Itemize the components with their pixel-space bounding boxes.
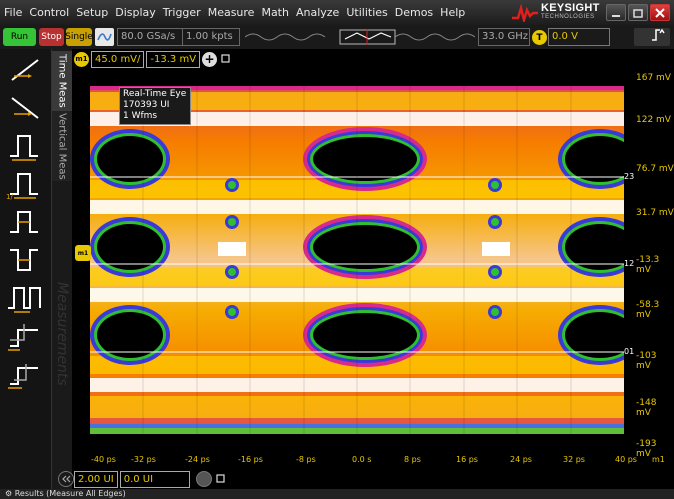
positive-width-icon[interactable] [4,206,48,238]
delay-icon[interactable] [4,320,48,352]
sample-rate-field[interactable]: 80.0 GSa/s [117,28,201,46]
tab-measurements[interactable]: Measurements [54,282,70,386]
menu-setup[interactable]: Setup [76,6,109,19]
brand-name: KEYSIGHT [541,2,600,14]
info-ui-count: 170393 UI [123,100,170,110]
stop-button[interactable]: Stop [39,28,64,46]
duty-cycle-icon[interactable] [4,282,48,314]
toolbar: Run Stop Single 80.0 GSa/s 1.00 kpts 33.… [0,25,674,49]
menu-file[interactable]: File [4,6,23,19]
double-chevron-left-icon [62,475,71,483]
autoscale-button[interactable] [95,28,114,46]
brand-sub: TECHNOLOGIES [541,14,595,20]
restore-icon [633,8,643,18]
timebase-position-field[interactable]: 0.0 UI [119,470,190,488]
trigger-waveform-icon[interactable] [245,29,475,45]
x-tick-label: 24 ps [510,455,532,464]
eye-diagram [90,72,624,450]
x-tick-label: -32 ps [131,455,156,464]
info-mode: Real-Time Eye [123,89,187,99]
svg-text:1/: 1/ [6,193,13,200]
run-button[interactable]: Run [3,28,36,46]
y-tick-label: -148 mV [636,398,657,418]
tab-vertical-meas[interactable]: Vertical Meas [52,111,72,181]
menu-control[interactable]: Control [29,6,70,19]
y-tick-label: -193 mV [636,439,657,459]
level-tag-23: 23 [624,172,635,181]
single-button[interactable]: Single [65,28,93,46]
volts-per-div-field[interactable]: 45.0 mV/ [91,50,145,68]
measurement-icon-panel: 1/ [0,49,52,491]
autoscale-icon [97,33,112,41]
results-bar[interactable]: ⚙ Results (Measure All Edges) [0,489,674,499]
keysight-wave-icon [512,4,538,22]
level-tag-01: 01 [624,347,635,356]
x-tick-label: -16 ps [238,455,263,464]
menu-demos[interactable]: Demos [394,6,434,19]
timebase-scale-field[interactable]: 2.00 UI [74,470,118,488]
trigger-level-field[interactable]: 0.0 V [548,28,610,46]
y-tick-label: 31.7 mV [636,208,674,218]
record-length-field[interactable]: 1.00 kpts [182,28,240,46]
x-tick-label: 8 ps [404,455,421,464]
info-wfm-count: 1 Wfms [123,111,158,121]
frequency-icon[interactable]: 1/ [4,168,48,200]
x-tick-label: 40 ps [615,455,637,464]
minimize-button[interactable] [606,4,626,21]
phase-icon[interactable] [4,358,48,390]
tab-time-meas[interactable]: Time Meas [52,51,72,111]
minimize-icon [612,14,620,17]
negative-width-icon[interactable] [4,244,48,276]
gear-icon[interactable]: ⚙ [5,489,15,498]
window-icon[interactable] [221,54,231,64]
fall-time-icon[interactable] [4,92,48,124]
menu-analyze[interactable]: Analyze [295,6,340,19]
y-tick-label: -13.3 mV [636,255,660,275]
level-tag-12: 12 [624,259,635,268]
menu-utilities[interactable]: Utilities [346,6,388,19]
collapse-panel-button[interactable] [58,471,74,487]
x-tick-label: -24 ps [185,455,210,464]
side-tabs: Time Meas Vertical Meas Measurements [52,49,72,491]
menu-bar: File Control Setup Display Trigger Measu… [0,0,674,25]
x-tick-label: 16 ps [456,455,478,464]
restore-button[interactable] [628,4,648,21]
menu-trigger[interactable]: Trigger [162,6,201,19]
window-icon[interactable] [216,474,226,484]
menu-display[interactable]: Display [115,6,156,19]
x-tick-label: 32 ps [563,455,585,464]
channel-m1-badge[interactable]: m1 [74,51,89,67]
rise-time-icon[interactable] [4,54,48,86]
timebase-bar: 2.00 UI 0.0 UI [74,469,226,489]
period-icon[interactable] [4,130,48,162]
close-button[interactable] [650,4,670,21]
y-tick-label: 76.7 mV [636,164,674,174]
position-knob[interactable] [195,471,212,487]
offset-field[interactable]: -13.3 mV [146,50,201,68]
eye-diagram-display[interactable] [90,72,624,450]
toolbar-menu-button[interactable] [634,28,670,46]
results-label: Results [14,489,44,498]
bandwidth-field[interactable]: 33.0 GHz [478,28,530,46]
vertical-scale-bar: m1 45.0 mV/ -13.3 mV + [74,50,231,68]
menu-measure[interactable]: Measure [207,6,255,19]
y-tick-label: -58.3 mV [636,300,660,320]
y-tick-label: -103 mV [636,351,657,371]
y-tick-label: 122 mV [636,115,671,125]
close-icon [655,7,665,18]
trigger-edge-icon [652,28,665,41]
x-axis-channel-label: m1 [652,455,665,464]
keysight-logo: KEYSIGHT TECHNOLOGIES [512,3,604,23]
results-mode: (Measure All Edges) [46,489,126,498]
menu-math[interactable]: Math [261,6,289,19]
trigger-badge[interactable]: T [532,30,547,45]
x-tick-label: 0.0 s [352,455,372,464]
add-waveform-icon[interactable]: + [202,51,218,67]
x-tick-label: -40 ps [91,455,116,464]
y-tick-label: 167 mV [636,73,671,83]
x-tick-label: -8 ps [296,455,316,464]
eye-info-box: Real-Time Eye 170393 UI 1 Wfms [119,87,191,125]
menu-help[interactable]: Help [440,6,466,19]
waveform-ground-marker[interactable]: m1 [75,245,91,261]
